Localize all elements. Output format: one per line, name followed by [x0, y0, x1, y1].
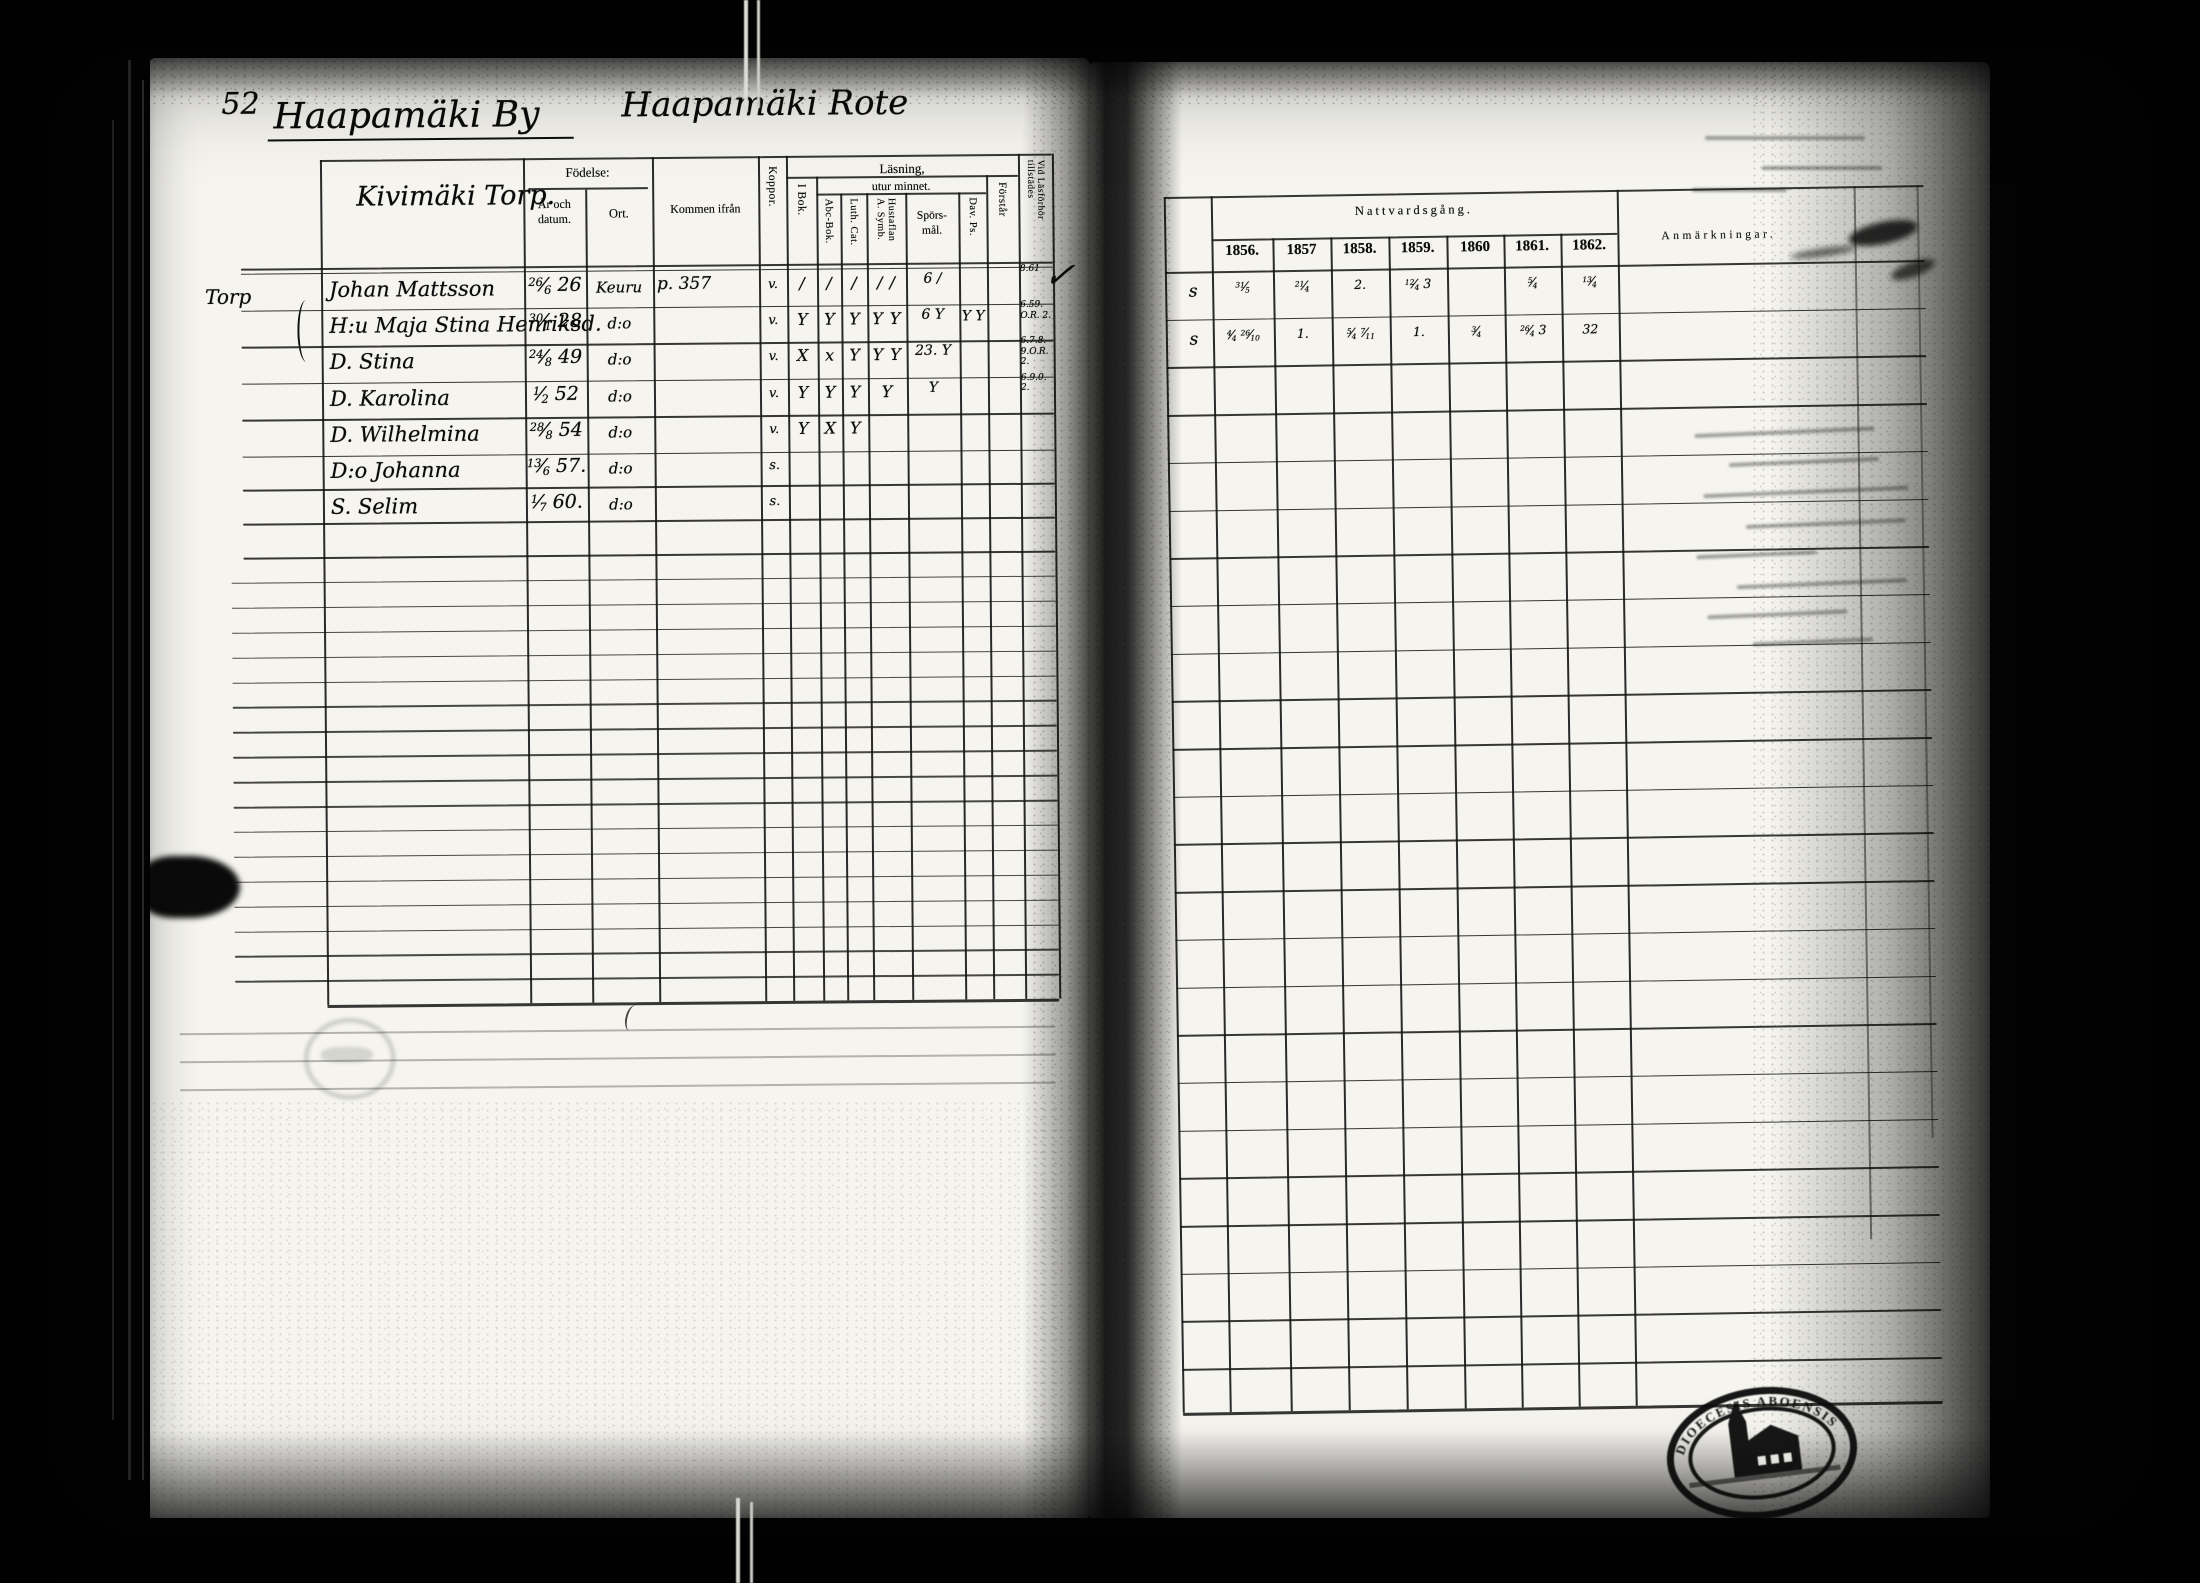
communion-date-cell: 32 — [1582, 320, 1599, 337]
binding-thread-top — [757, 0, 760, 108]
left-page — [148, 58, 1090, 1520]
column-header-nattvardsgang: Nattvardsgång. — [1354, 202, 1474, 219]
year-column-header: 1859. — [1400, 239, 1435, 257]
frame-top — [0, 0, 2200, 58]
binding-thread-top — [744, 0, 748, 112]
diocese-seal-stamp: DIOECESIS ABOENSIS — [1648, 1366, 1877, 1541]
communion-date-cell: 1. — [1412, 323, 1425, 339]
year-column-header: 1857 — [1286, 241, 1317, 259]
year-column-header: 1862. — [1572, 237, 1607, 254]
spine-streak — [128, 60, 131, 1480]
communion-date-cell: 13⁄4 — [1582, 273, 1597, 290]
communion-date-cell: 21⁄4 — [1294, 277, 1310, 294]
frame-right — [1990, 0, 2200, 1583]
faint-writing-stroke — [1705, 136, 1865, 140]
communion-date-cell: 5⁄4 — [1527, 274, 1538, 291]
rule-line — [1616, 189, 1638, 1406]
communion-date-cell — [1447, 275, 1504, 276]
communion-date-cell: 3⁄4 — [1471, 322, 1482, 339]
right-edge-grain — [1750, 60, 1990, 1520]
communion-date-cell: 26⁄4 3 — [1520, 321, 1547, 338]
gutter-grain — [1030, 0, 1170, 1583]
communion-row-mark: s — [1188, 281, 1198, 302]
gutter-shadow — [1022, 0, 1182, 1583]
binding-thread-bottom — [736, 1498, 740, 1583]
communion-date-cell: 31⁄5 — [1235, 278, 1250, 295]
communion-date-cell: 12⁄4 3 — [1404, 275, 1432, 292]
spine-streak — [142, 80, 144, 1480]
communion-date-cell: 4⁄4 26⁄10 — [1226, 326, 1260, 343]
communion-date-cell: 1. — [1296, 325, 1309, 341]
year-column-header: 1858. — [1342, 240, 1377, 258]
communion-row-mark: s — [1189, 329, 1199, 350]
year-column-header: 1860 — [1459, 238, 1491, 256]
bottom-edge-shadow — [148, 1430, 1990, 1522]
diocese-seal-graphic: DIOECESIS ABOENSIS — [1667, 1384, 1858, 1520]
faint-writing-stroke — [1692, 188, 1787, 192]
year-column-header: 1856. — [1225, 242, 1260, 260]
frame-left — [0, 0, 150, 1583]
year-column-header: 1861. — [1515, 237, 1550, 255]
faint-writing-stroke — [1762, 166, 1882, 170]
binding-thread-bottom — [750, 1502, 753, 1583]
top-edge-shadow — [148, 58, 1990, 98]
spine-clip-blob — [140, 856, 240, 918]
church-icon — [1728, 1400, 1803, 1478]
communion-date-cell: 5⁄4 7⁄11 — [1346, 324, 1376, 341]
rule-line — [1210, 196, 1232, 1413]
spine-streak — [112, 120, 114, 1420]
communion-date-cell: 2. — [1354, 276, 1367, 293]
frame-bottom — [0, 1518, 2200, 1583]
